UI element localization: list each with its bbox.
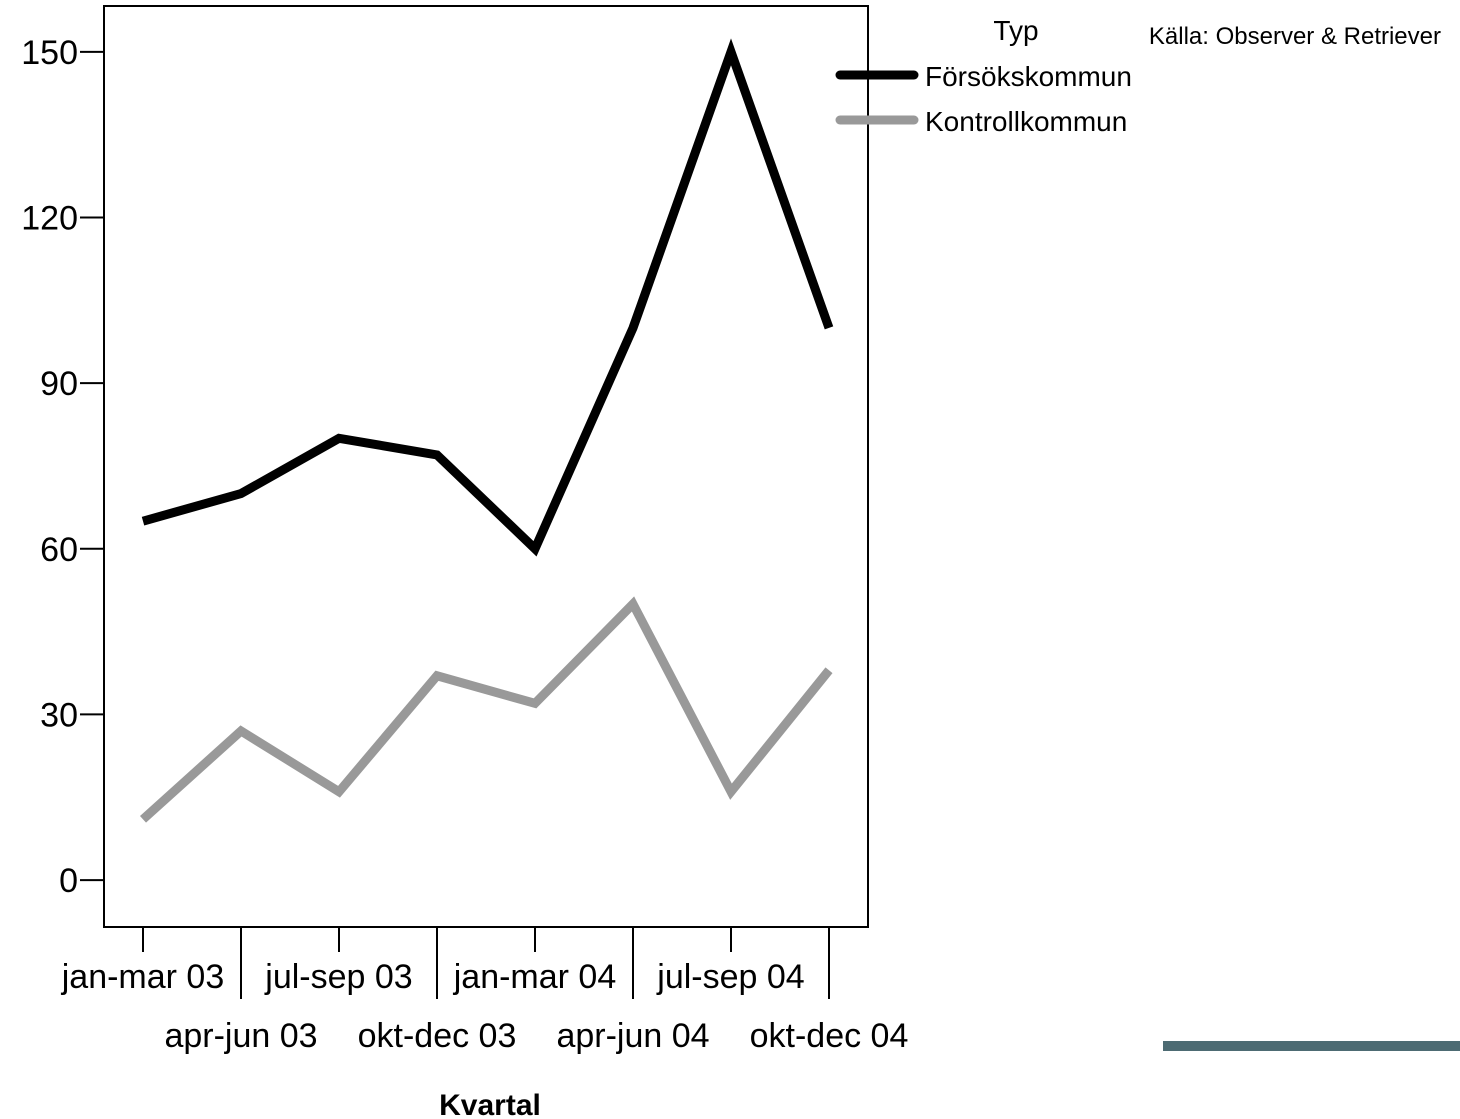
x-tick-label: okt-dec 04	[750, 1017, 909, 1055]
x-axis-title: Kvartal	[439, 1089, 541, 1119]
legend-entry-label: Kontrollkommun	[925, 106, 1127, 137]
source-note: Källa: Observer & Retriever	[1149, 23, 1441, 50]
plot-frame	[103, 5, 869, 928]
legend-title: Typ	[993, 15, 1038, 46]
x-tick-label: apr-jun 03	[164, 1017, 317, 1055]
x-tick-label: apr-jun 04	[556, 1017, 709, 1055]
y-axis: 0 30 60 90 120 150	[21, 34, 104, 900]
y-tick-label: 0	[59, 862, 78, 900]
y-tick-label: 150	[21, 34, 78, 72]
series-line-kontrollkommun	[139, 596, 833, 823]
x-tick-label: jul-sep 04	[656, 958, 804, 996]
legend: Typ Försökskommun Kontrollkommun	[835, 15, 1132, 137]
y-tick-label: 60	[40, 531, 78, 569]
x-tick-label: jan-mar 04	[453, 958, 617, 996]
y-tick-label: 30	[40, 696, 78, 734]
y-tick-label: 90	[40, 365, 78, 403]
series-line-forsokskommun	[141, 38, 834, 557]
x-tick-label: okt-dec 03	[358, 1017, 517, 1055]
x-tick-label: jan-mar 03	[61, 958, 225, 996]
y-tick-label: 120	[21, 199, 78, 237]
legend-entry-label: Försökskommun	[925, 61, 1132, 92]
footer-accent-bar	[1163, 1041, 1460, 1051]
x-axis: jan-mar 03 apr-jun 03 jul-sep 03 okt-dec 03…	[61, 927, 909, 1055]
series-layer	[139, 38, 834, 823]
x-tick-label: jul-sep 03	[264, 958, 412, 996]
